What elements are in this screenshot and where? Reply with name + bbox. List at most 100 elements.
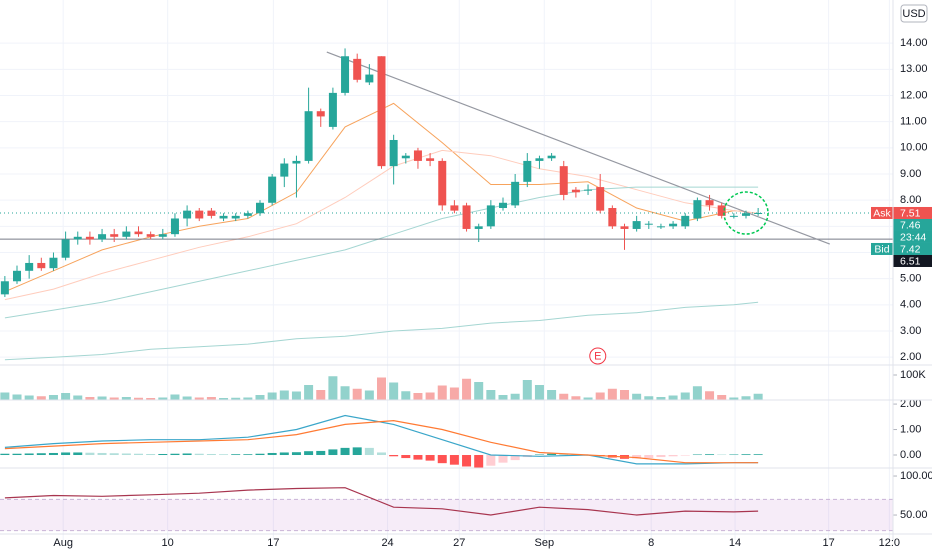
volume-bar	[644, 396, 654, 400]
y-tick-label: 13.00	[900, 63, 928, 75]
currency-box[interactable]	[900, 4, 928, 23]
candle-body	[256, 202, 265, 214]
candle-body	[608, 208, 617, 227]
candle-body	[413, 150, 422, 161]
y-tick-label: 3.00	[900, 325, 921, 337]
macd-histogram-bar	[352, 447, 362, 456]
macd-histogram-bar	[437, 455, 447, 464]
macd-histogram-bar	[559, 454, 569, 456]
macd-histogram-bar	[109, 453, 119, 456]
macd-histogram-bar	[705, 454, 715, 456]
volume-bar	[97, 396, 107, 400]
volume-bar	[48, 395, 58, 400]
volume-bar	[607, 388, 617, 400]
candle-body	[401, 155, 410, 159]
candle-body	[304, 111, 313, 161]
volume-bar	[316, 390, 326, 400]
macd-histogram-bar	[85, 452, 95, 456]
candle-body	[134, 231, 143, 235]
y-tick-label: 2.00	[900, 398, 921, 410]
volume-bar	[328, 376, 338, 400]
moving-average-line	[4, 301, 759, 361]
macd-histogram-bar	[753, 454, 763, 456]
candle-body	[717, 205, 726, 216]
price-badge	[893, 230, 932, 243]
macd-histogram-bar	[219, 454, 229, 456]
candle-body	[693, 200, 702, 219]
candle-body	[681, 215, 690, 227]
candle-body	[547, 155, 556, 159]
volume-bar	[547, 390, 557, 400]
macd-histogram-bar	[194, 453, 204, 456]
candle-body	[0, 281, 9, 295]
candle-body	[705, 200, 714, 206]
candle-body	[316, 111, 325, 117]
macd-histogram-bar	[158, 453, 168, 456]
volume-bar	[729, 397, 739, 400]
macd-histogram-bar	[534, 454, 544, 456]
rsi-band	[0, 499, 893, 531]
x-tick-label: Sep	[535, 537, 555, 549]
macd-histogram-bar	[425, 455, 435, 461]
macd-histogram-bar	[668, 455, 678, 457]
candle-body	[73, 236, 82, 240]
volume-bar	[595, 392, 605, 400]
macd-histogram-bar	[474, 455, 484, 468]
volume-bar	[705, 391, 715, 400]
volume-bar	[583, 397, 593, 400]
candle-body	[498, 202, 507, 209]
volume-bar	[36, 396, 46, 400]
price-badge-text: 23:44	[900, 231, 926, 243]
candle-body	[632, 221, 641, 229]
price-badge-text: 7.46	[900, 219, 921, 231]
macd-histogram-bar	[692, 454, 702, 456]
candle-body	[596, 187, 605, 211]
candle-body	[462, 205, 471, 229]
volume-bar	[24, 395, 34, 400]
volume-bar	[255, 395, 265, 400]
x-tick-label: Aug	[53, 537, 73, 549]
candle-body	[98, 234, 107, 240]
candle-body	[183, 210, 192, 219]
volume-bar	[231, 397, 241, 400]
macd-histogram-bar	[146, 453, 156, 456]
volume-bar	[170, 394, 180, 400]
candle-body	[571, 189, 580, 193]
currency-label: USD	[902, 8, 925, 20]
x-tick-label: 17	[822, 537, 834, 549]
candle-body	[207, 210, 216, 216]
y-tick-label: 12.00	[900, 89, 928, 101]
price-badge-text: 6.51	[900, 255, 921, 267]
candle-body	[25, 262, 34, 271]
volume-bar	[85, 397, 95, 400]
volume-bar	[12, 394, 22, 400]
volume-bar	[741, 396, 751, 400]
moving-average-line	[4, 186, 759, 319]
candle-body	[559, 166, 568, 195]
volume-bar	[656, 397, 666, 400]
macd-histogram-bar	[121, 453, 131, 456]
volume-bar	[401, 391, 411, 400]
macd-line	[4, 414, 759, 465]
candle-body	[61, 239, 70, 258]
volume-bar	[121, 397, 131, 400]
candle-body	[754, 212, 763, 214]
candle-body	[170, 218, 179, 235]
volume-bar	[61, 393, 71, 400]
candle-body	[486, 205, 495, 227]
volume-bar	[474, 382, 484, 400]
x-tick-label: 10	[162, 537, 174, 549]
candle-body	[292, 160, 301, 164]
candle-body	[122, 231, 131, 237]
macd-histogram-bar	[267, 452, 277, 456]
volume-bar	[279, 390, 289, 400]
event-marker[interactable]	[589, 347, 607, 365]
volume-bar	[352, 388, 362, 400]
volume-bar	[486, 390, 496, 400]
volume-bar	[340, 386, 350, 400]
candle-body	[195, 210, 204, 219]
macd-histogram-bar	[656, 455, 666, 458]
volume-bar	[182, 396, 192, 400]
volume-bar	[510, 393, 520, 400]
badge-tag-text: Ask	[873, 207, 891, 219]
